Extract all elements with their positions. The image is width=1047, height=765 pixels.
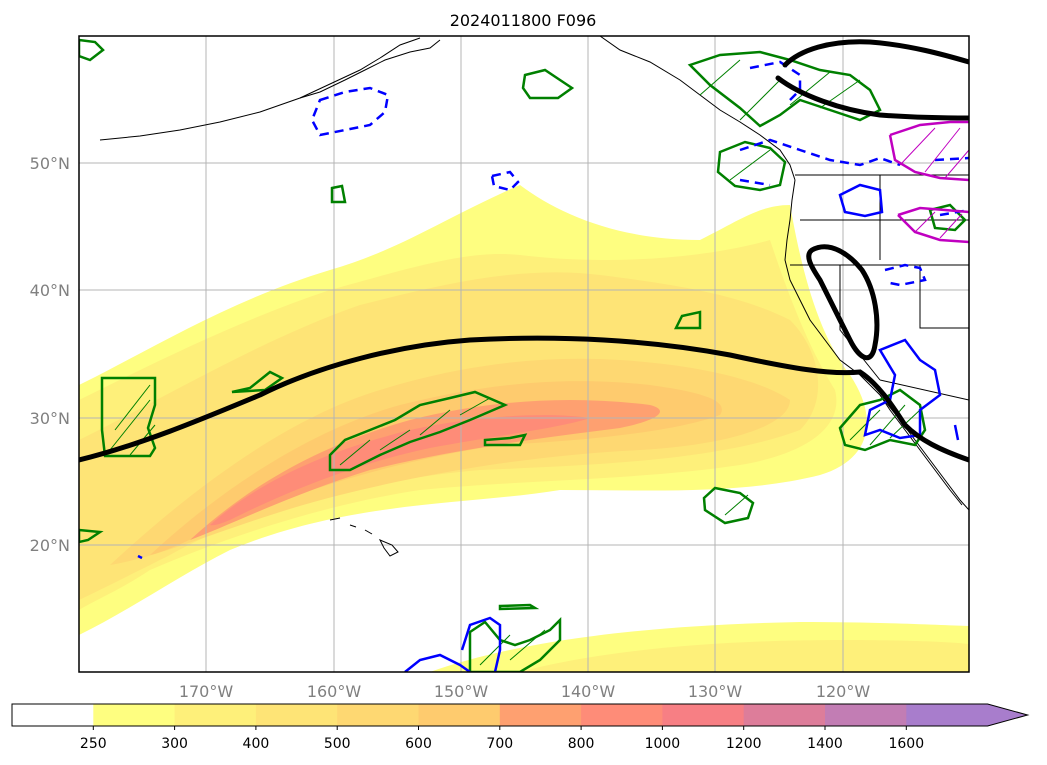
green-contour-nw bbox=[79, 38, 105, 62]
figure-title: 2024011800 F096 bbox=[450, 11, 597, 30]
colorbar-cell bbox=[337, 704, 419, 726]
green-contour-west bbox=[100, 376, 157, 458]
colorbar-tick-label: 1600 bbox=[888, 736, 924, 752]
colorbar-tick-label: 250 bbox=[80, 736, 107, 752]
colorbar-cell-extend bbox=[906, 704, 1028, 726]
black-contour-main bbox=[79, 335, 969, 463]
latitude-labels: 50°N 40°N 30°N 20°N bbox=[30, 154, 70, 555]
hawaii bbox=[329, 517, 399, 557]
colorbar-tick-label: 600 bbox=[405, 736, 432, 752]
colorbar-tick-label: 300 bbox=[161, 736, 188, 752]
lat-label-20n: 20°N bbox=[30, 536, 70, 555]
west-coast-us bbox=[784, 179, 969, 511]
blue-dashed-nv bbox=[884, 263, 927, 287]
blue-solid-east bbox=[953, 424, 960, 441]
blue-dashed-east bbox=[934, 156, 969, 217]
blue-dashed-contours bbox=[310, 60, 969, 287]
colorbar-cell-below bbox=[12, 704, 94, 726]
colorbar-tick-label: 1400 bbox=[807, 736, 843, 752]
green-contour-mid bbox=[673, 310, 702, 330]
bc-coast bbox=[599, 36, 796, 181]
ivt-band-300-south bbox=[520, 640, 969, 672]
lat-label-40n: 40°N bbox=[30, 281, 70, 300]
blue-dashed-gulf-alaska bbox=[310, 86, 390, 137]
green-contour-hawaii bbox=[79, 528, 104, 544]
colorbar-outline bbox=[11, 703, 1030, 727]
green-contour-sliver bbox=[498, 603, 540, 611]
green-contour-socal bbox=[838, 388, 927, 452]
green-contour-small1 bbox=[483, 433, 528, 447]
black-contour-north-lower bbox=[775, 75, 969, 121]
magenta-contours bbox=[888, 120, 969, 244]
lon-label-170w: 170°W bbox=[179, 682, 234, 701]
magenta-hatching bbox=[899, 127, 969, 239]
colorbar-cell bbox=[743, 704, 826, 726]
colorbar-tick-label: 500 bbox=[324, 736, 351, 752]
lat-label-50n: 50°N bbox=[30, 154, 70, 173]
lon-label-120w: 120°W bbox=[816, 682, 871, 701]
green-contour-small2 bbox=[231, 370, 285, 394]
blue-dashed-bc bbox=[739, 60, 901, 187]
green-contour-tiny bbox=[330, 184, 347, 204]
colorbar-tick-label: 800 bbox=[568, 736, 595, 752]
longitude-labels: 170°W 160°W 150°W 140°W 130°W 120°W bbox=[179, 682, 871, 701]
blue-dashed-small bbox=[490, 170, 520, 192]
colorbar-cell bbox=[499, 704, 582, 726]
magenta-contour-south bbox=[897, 206, 969, 244]
colorbar-cell bbox=[581, 704, 663, 726]
green-contour-south bbox=[702, 486, 755, 525]
green-contour-bc2 bbox=[716, 140, 787, 192]
colorbar-tick-label: 700 bbox=[486, 736, 513, 752]
magenta-contour-north bbox=[888, 120, 969, 182]
graticule bbox=[79, 36, 969, 672]
coastlines bbox=[99, 36, 969, 557]
ivt-shading bbox=[79, 185, 969, 672]
map-frame bbox=[78, 35, 970, 673]
colorbar-cell bbox=[418, 704, 501, 726]
lon-label-130w: 130°W bbox=[688, 682, 743, 701]
blue-solid-contours bbox=[137, 183, 960, 672]
colorbar-tick-label: 400 bbox=[243, 736, 270, 752]
colorbar-tick-label: 1200 bbox=[726, 736, 762, 752]
state-borders bbox=[790, 175, 969, 401]
green-contour-band bbox=[328, 390, 509, 472]
lon-label-140w: 140°W bbox=[561, 682, 616, 701]
map-area bbox=[79, 36, 969, 672]
blue-solid-idaho bbox=[838, 183, 884, 218]
colorbar-cell bbox=[255, 704, 338, 726]
colorbar-tick-label: 1000 bbox=[645, 736, 681, 752]
colorbar-cell bbox=[825, 704, 907, 726]
alaska-peninsula bbox=[299, 39, 441, 99]
lat-label-30n: 30°N bbox=[30, 409, 70, 428]
green-contour-southpac bbox=[468, 616, 562, 672]
baja bbox=[879, 394, 963, 506]
black-contours bbox=[79, 39, 969, 463]
green-contour-aleut bbox=[521, 68, 575, 100]
colorbar-cell bbox=[93, 704, 176, 726]
green-contour-idaho bbox=[928, 203, 967, 232]
ivt-band-700 bbox=[190, 400, 660, 540]
blue-solid-south bbox=[404, 616, 502, 672]
black-contour-norcal bbox=[806, 244, 880, 360]
blue-solid-dot bbox=[137, 554, 143, 560]
lon-label-160w: 160°W bbox=[307, 682, 362, 701]
colorbar-cell bbox=[174, 704, 257, 726]
colorbar: 250 300 400 500 600 700 800 1000 1200 1400 1600 bbox=[11, 703, 1030, 752]
colorbar-cell bbox=[662, 704, 745, 726]
black-contour-north-upper bbox=[782, 39, 969, 68]
lon-label-150w: 150°W bbox=[434, 682, 489, 701]
